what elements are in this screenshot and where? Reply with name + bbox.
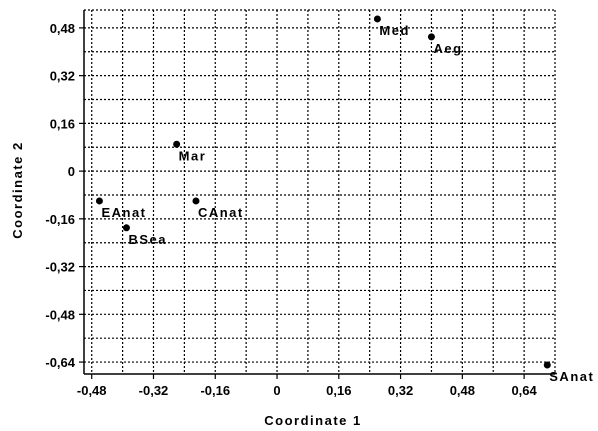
axes: [79, 10, 555, 379]
x-tick-label: -0,32: [139, 383, 169, 398]
data-point-label: SAnat: [549, 369, 594, 384]
y-tick-label: 0,16: [50, 116, 75, 131]
y-tick-label: -0,16: [45, 212, 75, 227]
data-point: [543, 361, 551, 369]
y-tick-label: 0: [68, 164, 75, 179]
data-point-label: Med: [379, 23, 410, 38]
data-point: [427, 33, 435, 41]
x-tick-label: 0: [273, 383, 280, 398]
data-point-label: Aeg: [433, 41, 462, 56]
y-tick-label: 0,48: [50, 21, 75, 36]
x-tick-label: -0,16: [200, 383, 230, 398]
data-point: [122, 224, 130, 232]
data-point-label: BSea: [128, 232, 167, 247]
data-point-label: CAnat: [198, 205, 244, 220]
data-point: [173, 140, 181, 148]
y-tick-label: -0,64: [45, 355, 75, 370]
tick-labels: -0,48 -0,32 -0,16 0 0,16 0,32 0,48 0,64-0,64-0,…: [45, 21, 537, 398]
x-tick-label: 0,16: [326, 383, 351, 398]
y-tick-label: 0,32: [50, 69, 75, 84]
y-tick-label: -0,48: [45, 307, 75, 322]
x-tick-label: 0,48: [450, 383, 475, 398]
grid: [84, 9, 556, 374]
x-tick-label: 0,32: [388, 383, 413, 398]
data-points: Med Aeg Mar EAnat CAnat BSea SAnat: [95, 15, 594, 384]
data-point: [373, 15, 381, 23]
y-axis-title: Coordinate 2: [10, 141, 25, 238]
data-point: [95, 197, 103, 205]
data-point-label: Mar: [179, 148, 207, 163]
x-axis-title: Coordinate 1: [264, 413, 361, 428]
data-point: [192, 197, 200, 205]
y-tick-label: -0,32: [45, 260, 75, 275]
x-tick-label: -0,48: [77, 383, 107, 398]
x-tick-label: 0,64: [511, 383, 537, 398]
data-point-label: EAnat: [101, 205, 146, 220]
